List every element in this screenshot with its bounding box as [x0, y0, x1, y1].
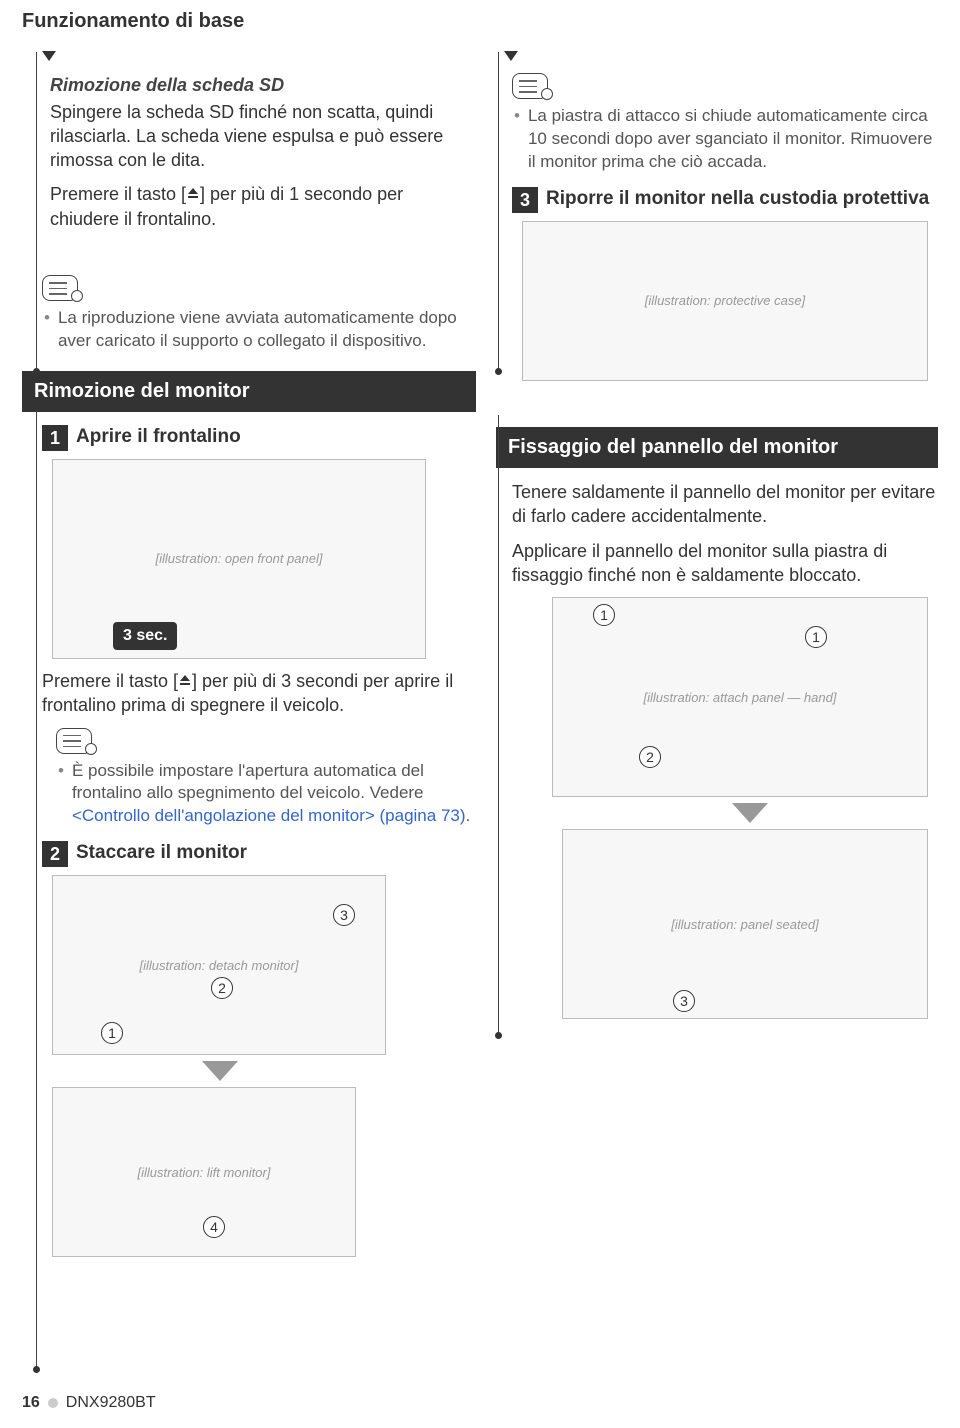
lead-line-left-2: [36, 410, 37, 1370]
right-body-2: Applicare il pannello del monitor sulla …: [512, 539, 938, 588]
triangle-down-icon: [504, 51, 518, 61]
arrow-down-icon: [202, 1061, 238, 1081]
lead-line-right-2: [498, 415, 499, 1035]
step-1: 1 Aprire il frontalino: [42, 424, 476, 451]
section-rimozione-monitor: Rimozione del monitor: [22, 371, 476, 412]
footer-bullet-icon: [48, 1398, 58, 1408]
note-top-right: La piastra di attacco si chiude automati…: [514, 105, 938, 174]
note-icon: [42, 275, 78, 301]
step-2-number: 2: [42, 841, 68, 867]
lead-line-left-1: [36, 52, 37, 372]
arrow-down-icon: [732, 803, 768, 823]
sd-body: Spingere la scheda SD finché non scatta,…: [50, 100, 476, 173]
page-footer: 16 DNX9280BT: [22, 1392, 156, 1414]
right-column: La piastra di attacco si chiude automati…: [504, 49, 938, 1257]
page-title: Funzionamento di base: [0, 0, 960, 49]
note-2-b: .: [466, 806, 471, 825]
illus-attach-1: [illustration: attach panel — hand] 1 1 …: [552, 597, 928, 797]
page-number: 16: [22, 1392, 40, 1414]
note-2-link[interactable]: <Controllo dell'angolazione del monitor>…: [72, 806, 466, 825]
lead-dot-left-1: [33, 368, 40, 375]
step-1-title: Aprire il frontalino: [76, 424, 241, 450]
illus-detach-1: [illustration: detach monitor] 1 2 3: [52, 875, 386, 1055]
note-1: La riproduzione viene avviata automatica…: [44, 307, 476, 353]
left-column: Rimozione della scheda SD Spingere la sc…: [42, 49, 476, 1257]
illus-attach-2: [illustration: panel seated] 3: [562, 829, 928, 1019]
model-name: DNX9280BT: [66, 1392, 156, 1414]
note-2: È possibile impostare l'apertura automat…: [44, 760, 476, 829]
triangle-down-icon: [42, 51, 56, 61]
press-3sec-a: Premere il tasto [: [42, 671, 178, 691]
press-1sec: Premere il tasto [] per più di 1 secondo…: [50, 182, 476, 231]
note-1-text: La riproduzione viene avviata automatica…: [58, 307, 476, 353]
illus-detach-2: [illustration: lift monitor] 4: [52, 1087, 356, 1257]
lead-dot-right-1-top: [495, 368, 502, 375]
note-icon: [56, 728, 92, 754]
illus-open-panel: [illustration: open front panel] 3 sec.: [52, 459, 426, 659]
eject-icon: [186, 188, 200, 200]
eject-icon: [178, 675, 192, 687]
note-2-a: È possibile impostare l'apertura automat…: [72, 761, 424, 803]
lead-dot-left-2: [33, 1366, 40, 1373]
section-fissaggio: Fissaggio del pannello del monitor: [496, 427, 938, 468]
sd-heading: Rimozione della scheda SD: [50, 73, 476, 97]
press-3sec: Premere il tasto [] per più di 3 secondi…: [42, 669, 476, 718]
badge-3sec: 3 sec.: [113, 622, 177, 650]
step-2: 2 Staccare il monitor: [42, 840, 476, 867]
note-icon: [512, 73, 548, 99]
illus-case: [illustration: protective case]: [522, 221, 928, 381]
step-3-number: 3: [512, 187, 538, 213]
lead-line-right-1: [498, 52, 499, 372]
note-top-right-text: La piastra di attacco si chiude automati…: [528, 105, 938, 174]
step-3: 3 Riporre il monitor nella custodia prot…: [512, 186, 938, 213]
step-3-title: Riporre il monitor nella custodia protet…: [546, 186, 929, 212]
step-1-number: 1: [42, 425, 68, 451]
lead-dot-right-2: [495, 1032, 502, 1039]
step-2-title: Staccare il monitor: [76, 840, 247, 866]
right-body-1: Tenere saldamente il pannello del monito…: [512, 480, 938, 529]
press-1sec-a: Premere il tasto [: [50, 184, 186, 204]
